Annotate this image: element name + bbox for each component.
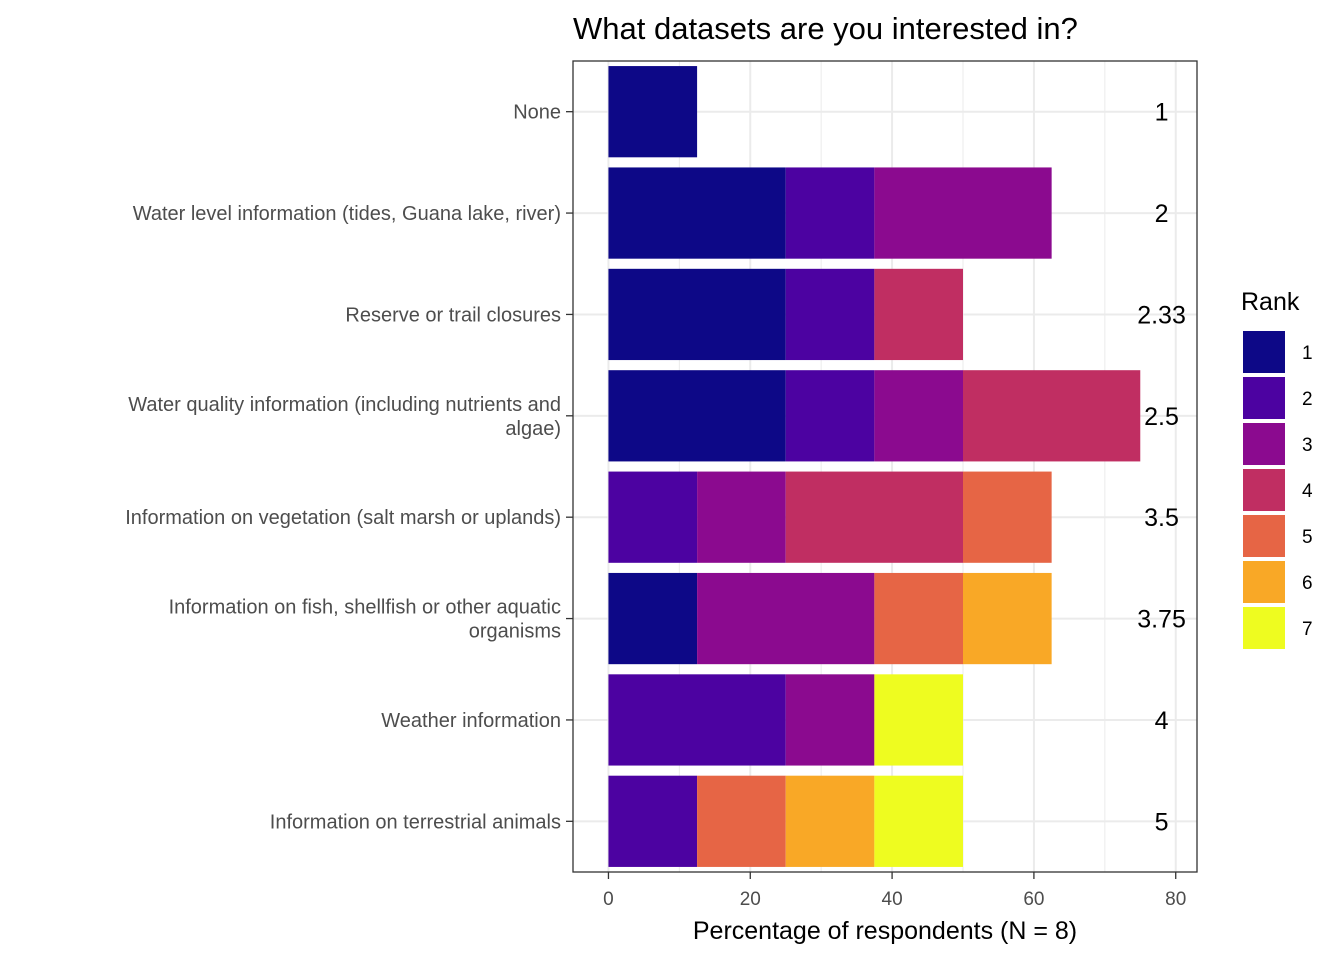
y-axis: None Water level information (tides, Guan… [125,102,573,833]
x-tick-label: 60 [1023,889,1044,910]
chart-title: What datasets are you interested in? [573,11,1078,46]
legend-swatch [1243,423,1285,465]
bar-segment-rank-5 [874,572,963,665]
legend-swatch [1243,515,1285,557]
y-tick-label: Information on terrestrial animals [270,811,561,833]
bar-segment-rank-2 [608,471,698,563]
bar-segment-rank-3 [785,674,875,766]
legend-swatch [1243,607,1285,649]
legend-item[interactable]: 5 [1243,515,1313,557]
bar-segment-rank-3 [874,370,963,462]
bar-segment-rank-1 [608,167,786,259]
x-tick-label: 20 [740,889,761,910]
legend-swatch [1243,469,1285,511]
mean-rank-label: 2.5 [1144,403,1179,431]
legend-item[interactable]: 4 [1243,469,1313,511]
bar-segment-rank-4 [963,370,1141,462]
legend-label: 3 [1302,435,1313,456]
bar-segment-rank-4 [785,471,963,563]
bar-segment-rank-5 [963,471,1052,563]
legend-label: 5 [1302,527,1313,548]
y-tick-label: algae) [505,418,561,440]
mean-rank-label: 2 [1155,200,1169,228]
bar-segment-rank-2 [785,370,875,462]
bar-segment-rank-2 [785,268,875,361]
legend-item[interactable]: 1 [1243,331,1313,373]
bar-segment-rank-1 [608,268,786,361]
bar-segment-rank-6 [785,775,875,867]
mean-rank-label: 1 [1155,99,1169,127]
mean-rank-label: 2.33 [1137,301,1186,329]
bar-segment-rank-5 [697,775,786,867]
bar-segment-rank-2 [608,775,698,867]
bar-segment-rank-3 [697,471,786,563]
bar-segment-rank-2 [608,674,786,766]
legend-title: Rank [1241,288,1300,316]
x-axis-label: Percentage of respondents (N = 8) [693,917,1077,945]
y-tick-label: Information on vegetation (salt marsh or… [125,507,561,529]
bar-segment-rank-3 [697,572,875,665]
y-tick-label: Reserve or trail closures [345,304,561,326]
legend-swatch [1243,377,1285,419]
bar-segment-rank-1 [608,370,786,462]
bar-segment-rank-7 [874,674,963,766]
mean-rank-label: 3.5 [1144,504,1179,532]
y-tick-label: None [513,102,561,124]
legend-swatch [1243,561,1285,603]
y-tick-label: Water quality information (including nut… [128,394,561,416]
bar-segment-rank-1 [608,572,698,665]
legend-item[interactable]: 7 [1243,607,1313,649]
legend-label: 6 [1302,573,1313,594]
legend-item[interactable]: 2 [1243,377,1313,419]
bar-segment-rank-3 [874,167,1052,259]
mean-rank-label: 5 [1155,808,1169,836]
y-tick-label: Weather information [381,710,561,732]
x-axis: 0 20 40 60 80 [603,872,1186,910]
legend-item[interactable]: 6 [1243,561,1313,603]
y-tick-label: Water level information (tides, Guana la… [133,203,561,225]
mean-rank-label: 3.75 [1137,606,1186,634]
bar-segment-rank-2 [785,167,875,259]
legend[interactable]: Rank 1 2 3 4 5 6 7 [1241,288,1313,649]
y-tick-label: Information on fish, shellfish or other … [169,597,561,619]
legend-swatch [1243,331,1285,373]
bar-segment-rank-6 [963,572,1052,665]
x-tick-label: 80 [1165,889,1186,910]
x-tick-label: 40 [882,889,903,910]
legend-label: 1 [1302,343,1313,364]
mean-rank-labels: 1 2 2.33 2.5 3.5 3.75 4 5 [1137,99,1186,837]
bars [608,66,1141,867]
plot-panel-border [572,60,1198,873]
y-tick-label: organisms [469,621,561,643]
legend-item[interactable]: 3 [1243,423,1313,465]
bar-segment-rank-4 [874,268,963,361]
bar-segment-rank-1 [608,66,698,158]
legend-label: 4 [1302,481,1313,502]
x-tick-label: 0 [603,889,614,910]
legend-label: 7 [1302,619,1313,640]
legend-label: 2 [1302,389,1313,410]
mean-rank-label: 4 [1155,707,1169,735]
bar-segment-rank-7 [874,775,963,867]
